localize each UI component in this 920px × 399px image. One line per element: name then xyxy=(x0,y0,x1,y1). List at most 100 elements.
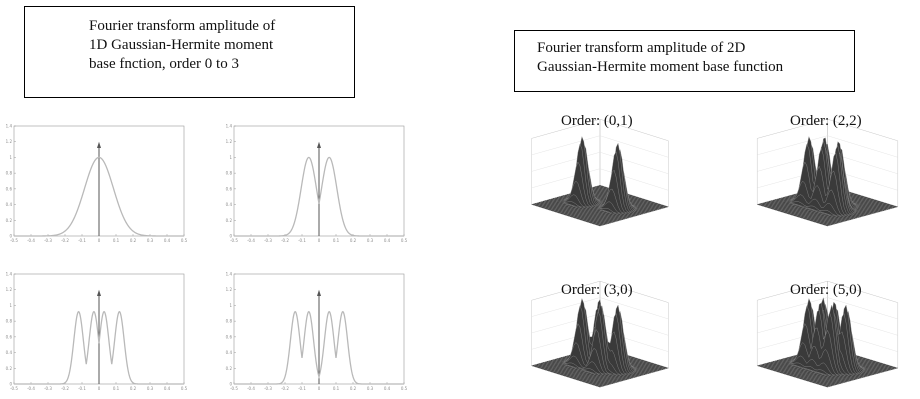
surface-strip xyxy=(549,360,619,383)
x-tick-label: 0.2 xyxy=(350,238,357,243)
x-tick-label: -0.5 xyxy=(10,238,18,243)
x-tick-label: 0 xyxy=(318,386,321,391)
surface-plot-2-2-svg xyxy=(756,118,899,227)
x-tick-label: 0.5 xyxy=(401,238,408,243)
surface-plot-3-0 xyxy=(510,280,690,399)
x-tick-label: -0.4 xyxy=(247,238,255,243)
x-tick-label: -0.1 xyxy=(298,386,306,391)
y-tick-label: 1.4 xyxy=(226,272,233,277)
surface-strip xyxy=(781,180,853,220)
right-caption-line-2: Gaussian-Hermite moment base function xyxy=(537,59,784,75)
y-tick-label: 1.4 xyxy=(6,272,13,277)
surface-strip xyxy=(543,362,613,384)
line-plot-order-2-svg: -0.5 -0.4 -0.3 -0.2 -0.1 0 0.1 0.2 0.3 0.4 0.5 0 0.2… xyxy=(6,272,188,392)
x-tick-label: 0.4 xyxy=(164,238,171,243)
x-tick-label: 0.4 xyxy=(384,238,391,243)
surface-strip xyxy=(543,200,613,223)
order-label-5-0: Order: (5,0) xyxy=(790,282,862,298)
left-caption-box: Fourier transform amplitude of 1D Gaussi… xyxy=(24,6,355,98)
y-tick-label: 0.8 xyxy=(226,319,233,324)
surface-strip xyxy=(537,363,607,386)
spike-arrow xyxy=(97,289,101,296)
surface-strip xyxy=(547,199,617,222)
x-tick-label: -0.2 xyxy=(281,238,289,243)
x-tick-label: 0.5 xyxy=(181,238,188,243)
line-plot-order-3-svg: -0.5 -0.4 -0.3 -0.2 -0.1 0 0.1 0.2 0.3 0.4 0.5 0 0.2… xyxy=(226,272,408,392)
surface-strip xyxy=(769,200,841,223)
surface-strip xyxy=(533,203,603,226)
y-tick-label: 1 xyxy=(229,155,232,160)
spike-arrow xyxy=(317,141,321,148)
y-tick-label: 0.6 xyxy=(6,186,13,191)
surface-strip xyxy=(771,200,843,223)
x-tick-label: -0.1 xyxy=(78,386,86,391)
surface-strip xyxy=(541,201,611,224)
surface-strip xyxy=(767,362,838,385)
x-tick-label: 0.3 xyxy=(367,386,374,391)
surface-strip xyxy=(533,364,603,387)
y-tick-label: 0 xyxy=(229,382,232,387)
surface-strip xyxy=(537,202,607,225)
surface-strip xyxy=(760,203,832,226)
y-tick-label: 0.8 xyxy=(6,171,13,176)
x-tick-label: 0 xyxy=(98,386,101,391)
surface-strip xyxy=(539,201,609,224)
surface-strip xyxy=(758,364,830,387)
x-tick-label: 0.2 xyxy=(350,386,357,391)
right-caption-box: Fourier transform amplitude of 2D Gaussi… xyxy=(514,30,855,92)
x-tick-label: 0.2 xyxy=(130,386,137,391)
surface-strip xyxy=(763,363,834,386)
y-tick-label: 1.2 xyxy=(6,139,13,144)
y-tick-label: 0.6 xyxy=(6,334,13,339)
surface-strip xyxy=(760,364,833,387)
amplitude-curve xyxy=(234,156,404,237)
y-tick-label: 0.2 xyxy=(6,218,13,223)
y-tick-label: 1.2 xyxy=(226,287,233,292)
y-tick-label: 1.2 xyxy=(226,139,233,144)
surface-strip xyxy=(773,361,845,383)
left-caption-line-2: 1D Gaussian-Hermite moment xyxy=(89,37,274,53)
surface-strip xyxy=(541,362,611,385)
x-tick-label: -0.2 xyxy=(61,386,69,391)
surface-strip xyxy=(779,355,851,382)
y-tick-label: 0.6 xyxy=(226,334,233,339)
surface-strip xyxy=(551,359,621,382)
base-edge xyxy=(531,204,669,227)
surface-strip xyxy=(555,342,625,381)
amplitude-curve xyxy=(14,310,184,385)
surface-plot-0-1-svg xyxy=(531,118,669,227)
surface-strip xyxy=(767,201,839,224)
line-plot-order-2: -0.5 -0.4 -0.3 -0.2 -0.1 0 0.1 0.2 0.3 0.4 0.5 0 0.2… xyxy=(4,266,194,396)
spike-arrow xyxy=(317,289,321,296)
surface-strip xyxy=(775,199,847,222)
surface-strip xyxy=(777,359,849,382)
x-tick-label: -0.5 xyxy=(230,238,238,243)
x-tick-label: -0.4 xyxy=(247,386,255,391)
x-tick-label: -0.5 xyxy=(10,386,18,391)
y-tick-label: 1.4 xyxy=(6,124,13,129)
surface-plot-5-0 xyxy=(735,280,920,399)
y-tick-label: 0.2 xyxy=(226,218,233,223)
surface-strip xyxy=(549,199,619,222)
x-tick-label: 0 xyxy=(98,238,101,243)
y-tick-label: 0.8 xyxy=(6,319,13,324)
surface-strip xyxy=(769,362,841,384)
wall-gridline xyxy=(757,297,898,320)
line-plot-order-3: -0.5 -0.4 -0.3 -0.2 -0.1 0 0.1 0.2 0.3 0.4 0.5 0 0.2… xyxy=(224,266,414,396)
spike-arrow xyxy=(97,141,101,148)
surface-strip xyxy=(553,194,623,220)
surface-strip xyxy=(763,202,835,225)
surface-strip xyxy=(539,363,609,386)
y-tick-label: 0.4 xyxy=(226,202,233,207)
y-tick-label: 0.8 xyxy=(226,171,233,176)
x-tick-label: 0.3 xyxy=(367,238,374,243)
wall-gridline xyxy=(757,135,898,158)
x-tick-label: 0.4 xyxy=(164,386,171,391)
y-tick-label: 0 xyxy=(9,234,12,239)
x-tick-label: -0.2 xyxy=(61,238,69,243)
line-plot-order-0: -0.5 -0.4 -0.3 -0.2 -0.1 0 0.1 0.2 0.3 0.4 0.5 0 0.2… xyxy=(4,118,194,248)
y-tick-label: 0.4 xyxy=(6,202,13,207)
surface-strip xyxy=(771,361,843,384)
surface-strip xyxy=(765,363,837,386)
x-tick-label: -0.5 xyxy=(230,386,238,391)
